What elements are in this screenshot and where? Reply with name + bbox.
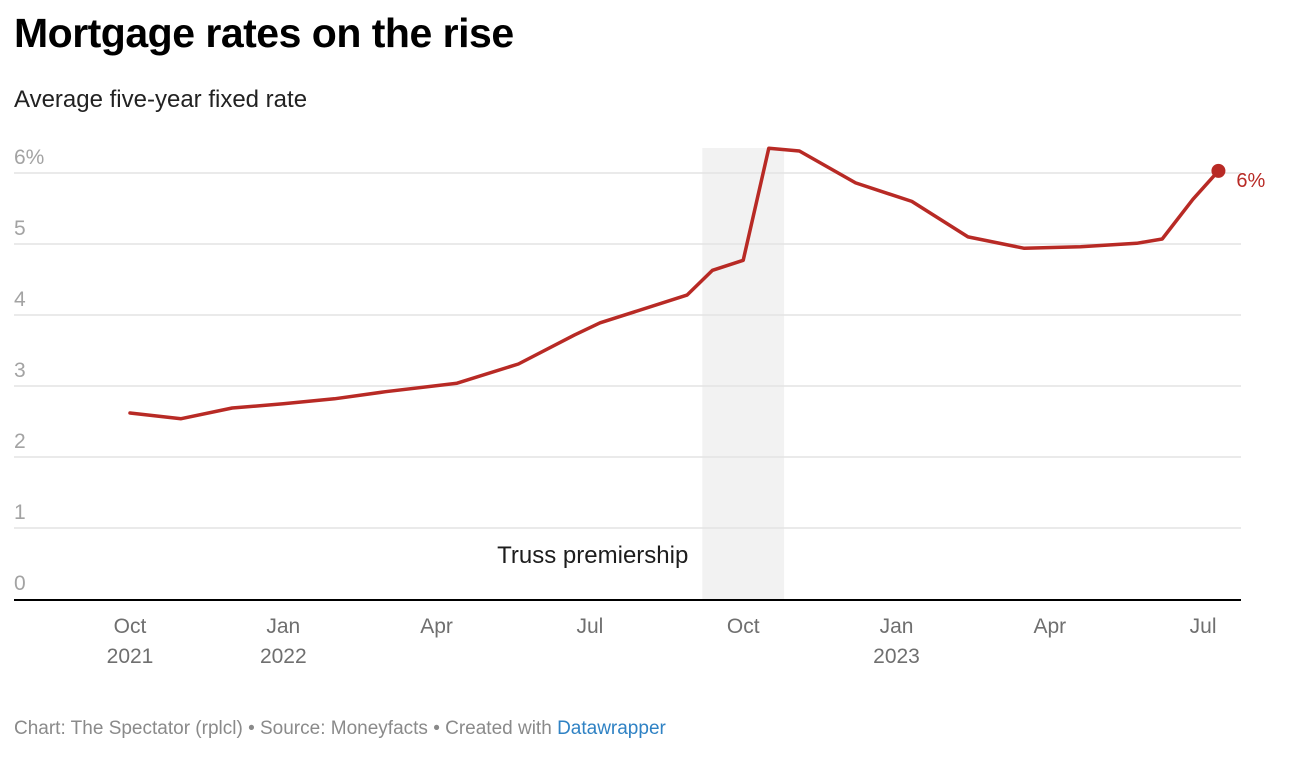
x-tick-label: Oct: [727, 615, 760, 638]
x-tick-label: Jul: [1190, 615, 1217, 638]
y-tick-label: 1: [14, 501, 26, 524]
y-tick-label: 0: [14, 572, 26, 595]
line-chart: 0 1 2 3 4 5 6% Oct 2021 Jan 2022 Apr Jul Oct Jan 2023 A…: [14, 146, 1266, 668]
y-tick-label: 4: [14, 288, 26, 311]
chart-title: Mortgage rates on the rise: [14, 10, 514, 56]
datawrapper-link[interactable]: Datawrapper: [557, 718, 666, 739]
y-tick-label: 3: [14, 359, 26, 382]
rate-series-line: [128, 146, 1221, 421]
end-value-label: 6%: [1236, 170, 1265, 192]
x-tick-label: Jul: [576, 615, 603, 638]
truss-premiership-label: Truss premiership: [497, 542, 688, 569]
x-tick-label: Oct: [114, 615, 147, 638]
end-point-marker: [1211, 163, 1226, 178]
x-tick-label: Apr: [1033, 615, 1066, 638]
chart-subtitle: Average five-year fixed rate: [14, 86, 308, 113]
y-tick-label: 2: [14, 430, 26, 453]
x-tick-year-label: 2022: [260, 645, 307, 668]
y-tick-label: 5: [14, 217, 26, 240]
x-tick-label: Apr: [420, 615, 453, 638]
chart-footer: Chart: The Spectator (rplcl) • Source: M…: [14, 718, 666, 740]
x-tick-year-label: 2021: [107, 645, 154, 668]
truss-premiership-shade: [702, 148, 785, 599]
footer-credits: Chart: The Spectator (rplcl) • Source: M…: [14, 718, 558, 739]
x-tick-label: Jan: [880, 615, 914, 638]
y-tick-label: 6%: [14, 146, 44, 169]
x-tick-label: Jan: [266, 615, 300, 638]
x-tick-year-label: 2023: [873, 645, 920, 668]
